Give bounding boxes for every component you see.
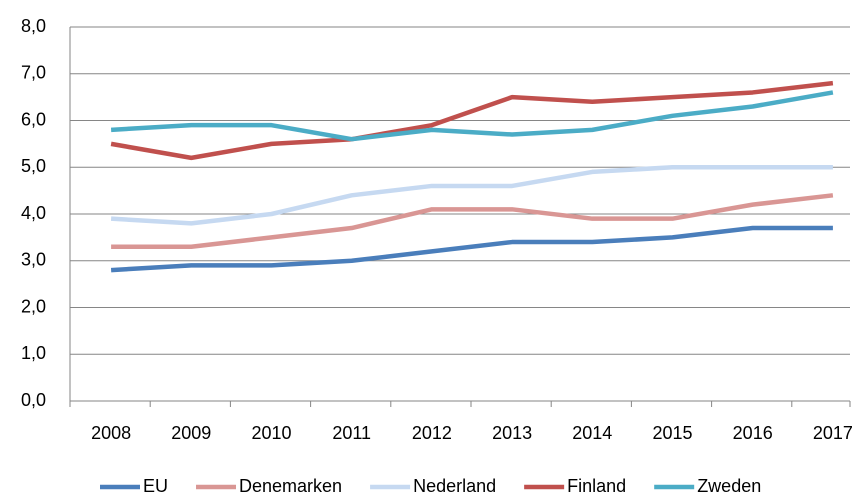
x-tick-label: 2009 (171, 423, 211, 443)
x-tick-label: 2016 (733, 423, 773, 443)
y-tick-label: 8,0 (21, 16, 46, 36)
series-line (110, 80, 834, 161)
y-tick-label: 6,0 (21, 109, 46, 129)
x-tick-label: 2010 (251, 423, 291, 443)
x-tick-label: 2012 (412, 423, 452, 443)
legend-label: EU (143, 476, 168, 494)
x-tick-label: 2011 (332, 423, 371, 443)
series-line (110, 225, 833, 273)
x-tick-label: 2014 (572, 423, 612, 443)
legend-label: Nederland (413, 476, 496, 494)
series-line (110, 90, 834, 142)
y-tick-label: 3,0 (21, 250, 46, 270)
legend-label: Zweden (697, 476, 761, 494)
y-tick-label: 4,0 (21, 203, 46, 223)
y-tick-label: 0,0 (21, 390, 46, 410)
y-tick-label: 1,0 (21, 343, 46, 363)
x-tick-label: 2015 (652, 423, 692, 443)
series-line (111, 193, 834, 249)
legend-label: Finland (567, 476, 626, 494)
x-tick-label: 2017 (813, 423, 853, 443)
legend-label: Denemarken (239, 476, 342, 494)
x-tick-label: 2008 (91, 423, 131, 443)
y-tick-label: 2,0 (21, 296, 46, 316)
y-tick-label: 7,0 (21, 63, 46, 83)
x-tick-label: 2013 (492, 423, 532, 443)
series-line (110, 165, 833, 226)
y-tick-label: 5,0 (21, 156, 46, 176)
